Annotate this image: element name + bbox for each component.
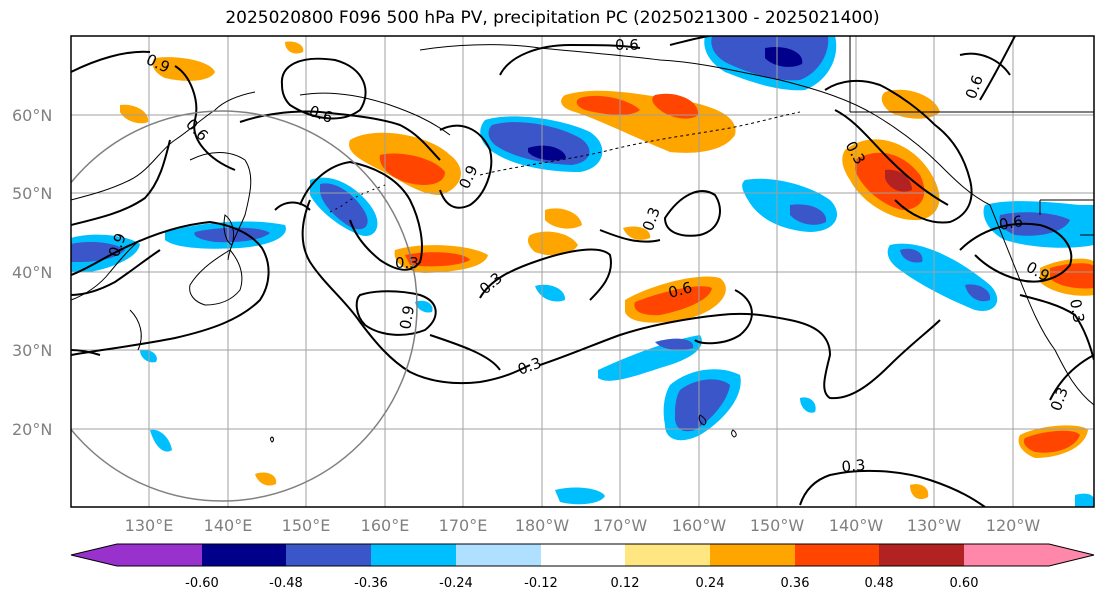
colorbar-tick-label: -0.36 bbox=[354, 576, 388, 591]
lon-label: 150°E bbox=[282, 516, 331, 535]
lon-label: 170°E bbox=[439, 516, 488, 535]
colorbar-tick-label: 0.60 bbox=[950, 576, 979, 591]
radius-circle bbox=[71, 110, 418, 502]
precip-blob bbox=[379, 153, 445, 185]
contour-label: 0.6 bbox=[615, 36, 639, 54]
longitude-labels: 130°E 140°E 150°E 160°E 170°E 180°W 170°… bbox=[125, 516, 1041, 535]
colorbar-segment bbox=[795, 544, 879, 566]
colorbar-segment bbox=[625, 544, 710, 566]
precip-blob bbox=[800, 397, 816, 413]
colorbar-segment bbox=[964, 544, 1049, 566]
colorbar-segment bbox=[879, 544, 964, 566]
contour-label: 0.3 bbox=[395, 254, 419, 272]
colorbar-tick-label: -0.12 bbox=[524, 576, 558, 591]
lat-label: 50°N bbox=[12, 184, 52, 203]
precip-blob bbox=[1075, 493, 1094, 507]
colorbar-tick-label: 0.12 bbox=[611, 576, 640, 591]
colorbar bbox=[70, 543, 1095, 567]
precip-blob bbox=[790, 204, 827, 225]
precip-blob bbox=[528, 145, 566, 161]
precip-blob bbox=[71, 242, 125, 262]
precip-blob bbox=[1023, 430, 1080, 453]
colorbar-segment bbox=[456, 544, 541, 566]
latitude-labels: 60°N 50°N 40°N 30°N 20°N bbox=[12, 106, 52, 439]
lon-label: 140°W bbox=[829, 516, 884, 535]
precip-blob bbox=[652, 93, 699, 119]
lon-label: 130°W bbox=[907, 516, 962, 535]
precip-blob bbox=[655, 338, 694, 350]
lon-label: 130°E bbox=[125, 516, 174, 535]
map-title: 2025020800 F096 500 hPa PV, precipitatio… bbox=[225, 8, 880, 28]
precip-blob bbox=[885, 169, 912, 192]
coastlines bbox=[71, 44, 1094, 443]
colorbar-segment bbox=[710, 544, 795, 566]
colorbar-ticks: -0.60 -0.48 -0.36 -0.24 -0.12 0.12 0.24 … bbox=[185, 576, 978, 591]
colorbar-segment bbox=[286, 544, 371, 566]
colorbar-tick-label: 0.36 bbox=[781, 576, 810, 591]
colorbar-outline bbox=[70, 543, 1095, 567]
lat-label: 30°N bbox=[12, 341, 52, 360]
lon-label: 140°E bbox=[204, 516, 253, 535]
precip-blob bbox=[255, 472, 277, 486]
precip-blob bbox=[415, 300, 433, 313]
lat-label: 20°N bbox=[12, 420, 52, 439]
contour-label: 0.9 bbox=[396, 304, 418, 331]
lat-label: 40°N bbox=[12, 263, 52, 282]
colorbar-tick-label: -0.60 bbox=[185, 576, 219, 591]
colorbar-extend-min bbox=[71, 544, 117, 566]
pv-contours bbox=[71, 36, 1094, 507]
colorbar-segment bbox=[117, 544, 202, 566]
lon-label: 180°W bbox=[515, 516, 570, 535]
precip-blob bbox=[765, 46, 803, 67]
map-frame bbox=[70, 35, 1095, 508]
colorbar-segment bbox=[371, 544, 456, 566]
precip-blob bbox=[1050, 263, 1094, 289]
colorbar-segment bbox=[202, 544, 286, 566]
precip-blob bbox=[555, 487, 605, 505]
colorbar-tick-label: 0.48 bbox=[865, 576, 894, 591]
contour-label: 0.3 bbox=[841, 456, 866, 476]
lon-label: 150°W bbox=[750, 516, 805, 535]
precip-blob bbox=[120, 104, 149, 124]
precip-blob bbox=[623, 226, 651, 240]
precip-blob bbox=[320, 183, 368, 230]
precip-shading bbox=[71, 36, 1094, 507]
contour-label: 0.6 bbox=[666, 278, 694, 302]
precip-blob bbox=[576, 95, 640, 115]
colorbar-tick-label: 0.24 bbox=[696, 576, 725, 591]
boundaries bbox=[849, 36, 1094, 236]
lon-label: 170°W bbox=[593, 516, 648, 535]
contour-label: 0.6 bbox=[998, 212, 1025, 234]
precip-blob bbox=[285, 41, 304, 54]
precip-blob bbox=[194, 227, 270, 243]
precip-blob bbox=[527, 231, 578, 256]
precip-blob bbox=[634, 286, 712, 316]
contour-label: 0.3 bbox=[1066, 298, 1088, 325]
lon-label: 160°W bbox=[672, 516, 727, 535]
colorbar-extend-max bbox=[1049, 544, 1094, 566]
precip-blob bbox=[900, 248, 923, 263]
colorbar-tick-label: -0.24 bbox=[439, 576, 473, 591]
precip-blob bbox=[535, 284, 566, 302]
precip-blob bbox=[910, 484, 929, 500]
precip-blob bbox=[545, 208, 582, 229]
precip-blob bbox=[674, 379, 730, 432]
colorbar-tick-label: -0.48 bbox=[269, 576, 303, 591]
precip-blob bbox=[152, 57, 215, 81]
lat-label: 60°N bbox=[12, 106, 52, 125]
precip-blob bbox=[140, 349, 157, 363]
precip-blob bbox=[965, 284, 991, 302]
colorbar-segment bbox=[541, 544, 625, 566]
lon-label: 160°E bbox=[361, 516, 410, 535]
precip-blob bbox=[150, 429, 172, 452]
lon-label: 120°W bbox=[986, 516, 1041, 535]
